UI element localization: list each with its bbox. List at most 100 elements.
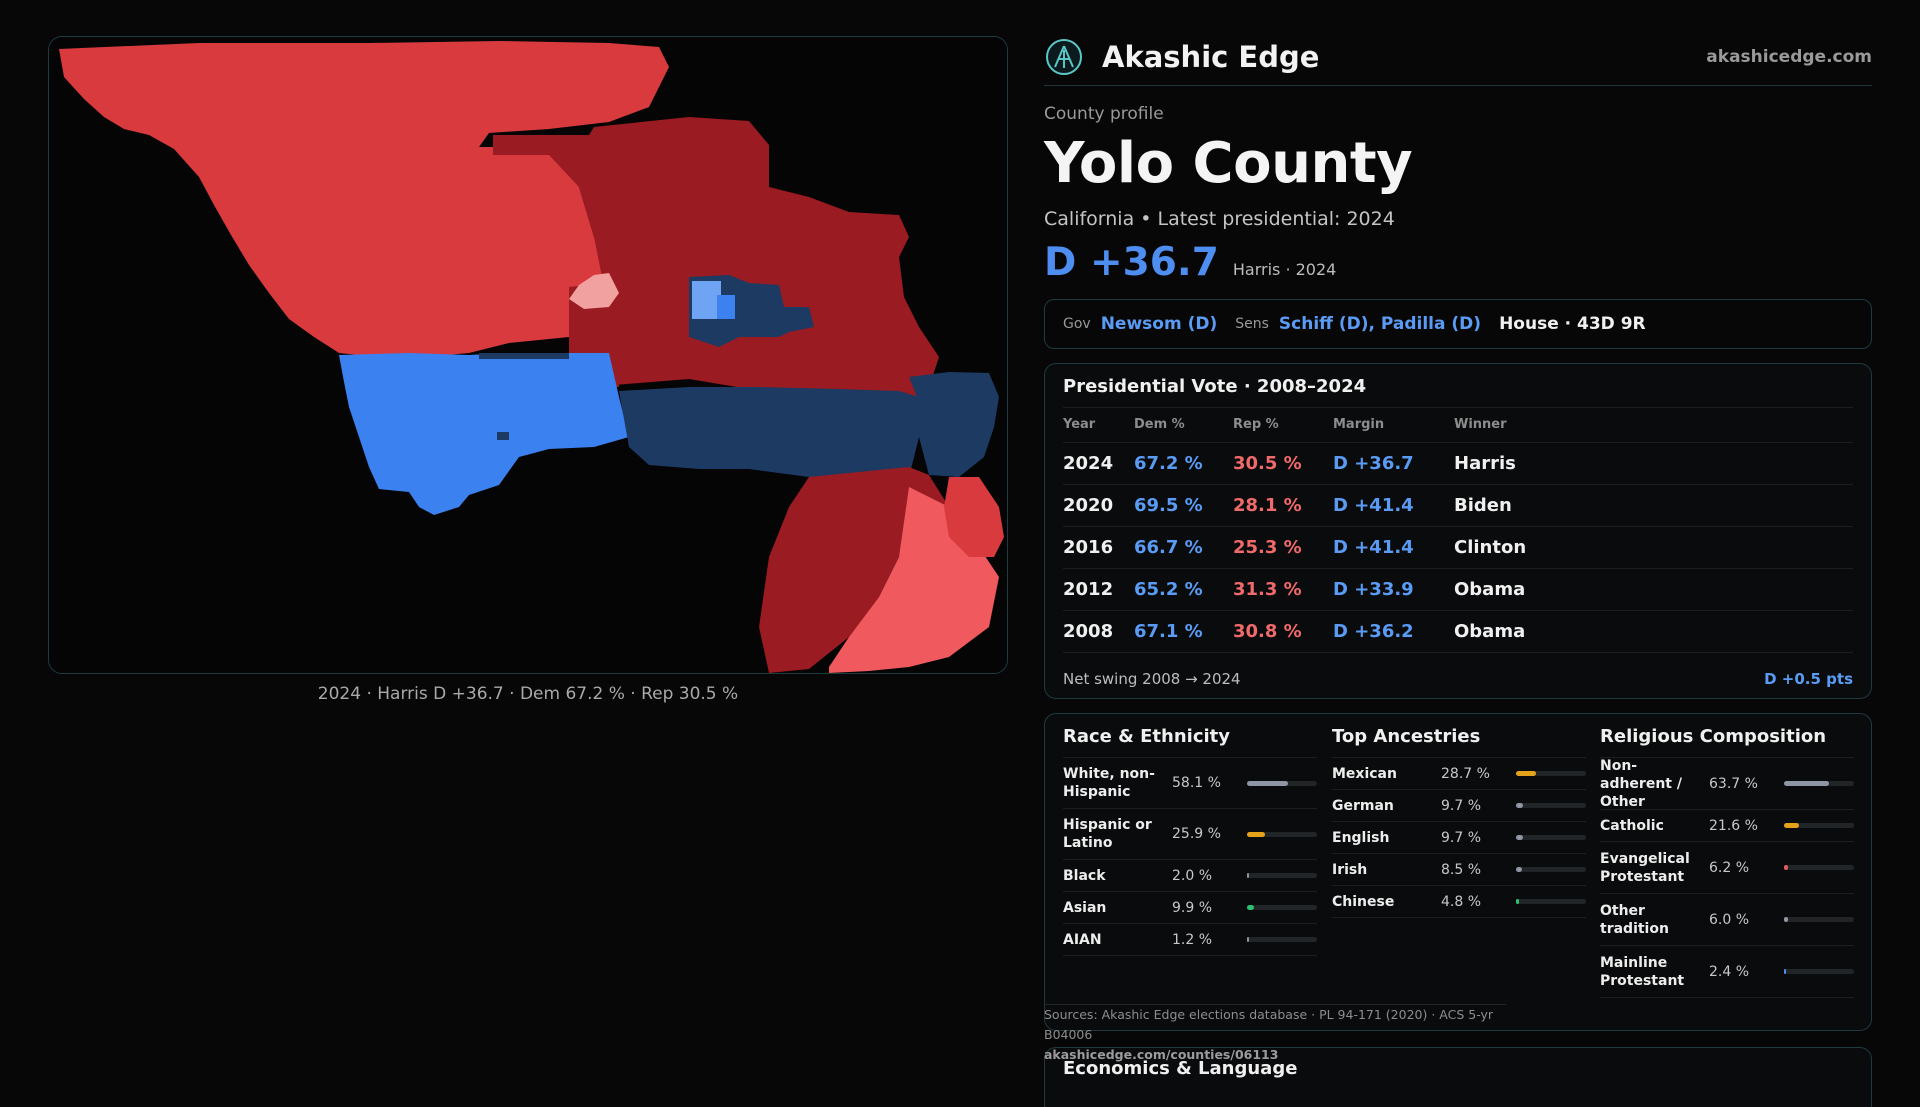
religion-bar-fill: [1784, 823, 1800, 828]
rep-cell: 30.8 %: [1233, 610, 1333, 653]
race-label: Asian: [1063, 899, 1107, 916]
brand-bar: Akashic Edge akashicedge.com: [1044, 28, 1872, 86]
race-label: White, non-Hispanic: [1063, 766, 1155, 800]
ancestry-section: Top Ancestries Mexican 28.7 % German 9.7 % E…: [1332, 726, 1586, 918]
winner-cell: Obama: [1454, 610, 1853, 653]
margin-cell: D +36.2: [1333, 610, 1454, 653]
precinct-river[interactable]: [479, 353, 569, 359]
ancestry-bar: [1516, 771, 1586, 776]
demographics-card: Race & Ethnicity White, non-Hispanic 58.1…: [1044, 713, 1872, 1062]
presidential-table: Year Dem % Rep % Margin Winner 2024 67.2…: [1063, 408, 1853, 653]
ancestry-title: Top Ancestries: [1332, 726, 1586, 758]
ancestry-bar: [1516, 835, 1586, 840]
religion-bar: [1784, 823, 1854, 828]
race-bar-fill: [1247, 873, 1249, 878]
county-panel: Akashic Edge akashicedge.com County prof…: [1044, 28, 1872, 1107]
religion-bar-fill: [1784, 969, 1786, 974]
ancestry-bar: [1516, 899, 1586, 904]
map-caption: 2024 · Harris D +36.7 · Dem 67.2 % · Rep…: [317, 684, 739, 704]
race-bar-fill: [1247, 780, 1288, 786]
headline-margin: D +36.7 Harris · 2024: [1044, 240, 1872, 285]
ancestry-bar-fill: [1516, 771, 1537, 776]
race-bar: [1247, 873, 1317, 878]
precinct-north-lean-d[interactable]: [692, 281, 721, 319]
religion-value: 2.4 %: [1709, 963, 1750, 980]
ancestry-row: English 9.7 %: [1332, 822, 1586, 854]
religion-bar: [1784, 969, 1854, 974]
page-subtitle: California • Latest presidential: 2024: [1044, 208, 1395, 230]
religion-value: 63.7 %: [1709, 775, 1758, 792]
sens-key: Sens: [1235, 316, 1269, 332]
precinct-west[interactable]: [59, 41, 669, 359]
winner-cell: Obama: [1454, 568, 1853, 611]
religion-label: Catholic: [1600, 817, 1664, 834]
brand-url[interactable]: akashicedge.com: [1706, 46, 1872, 67]
precinct-southwest[interactable]: [339, 353, 629, 515]
col-winner: Winner: [1454, 408, 1853, 443]
gov-key: Gov: [1063, 316, 1091, 332]
ancestry-row: Mexican 28.7 %: [1332, 758, 1586, 790]
ancestry-label: Mexican: [1332, 765, 1397, 782]
year-cell: 2016: [1063, 526, 1134, 569]
precinct-pink[interactable]: [569, 273, 619, 309]
table-header-row: Year Dem % Rep % Margin Winner: [1063, 408, 1853, 443]
rep-cell: 25.3 %: [1233, 526, 1333, 569]
margin-cell: D +41.4: [1333, 526, 1454, 569]
precinct-east-d[interactable]: [909, 372, 999, 477]
race-row: White, non-Hispanic 58.1 %: [1063, 758, 1317, 809]
precinct-north-central[interactable]: [493, 117, 939, 413]
precinct-south-r[interactable]: [759, 467, 949, 673]
sens-value[interactable]: Schiff (D), Padilla (D): [1278, 314, 1482, 334]
ancestry-row: Irish 8.5 %: [1332, 854, 1586, 886]
religion-row: Evangelical Protestant 6.2 %: [1600, 842, 1854, 894]
precinct-map-svg[interactable]: [49, 37, 1008, 674]
gov-value[interactable]: Newsom (D): [1100, 314, 1218, 334]
race-value: 58.1 %: [1172, 775, 1221, 791]
precinct-south-center[interactable]: [619, 387, 919, 477]
race-value: 25.9 %: [1172, 826, 1221, 842]
swing-value: D +0.5 pts: [1764, 669, 1853, 688]
precinct-center[interactable]: [569, 262, 909, 417]
religion-bar: [1784, 865, 1854, 870]
precinct-north-likely-d[interactable]: [717, 295, 735, 319]
ancestry-value: 8.5 %: [1441, 861, 1482, 878]
sources-url[interactable]: akashicedge.com/counties/06113: [1044, 1047, 1279, 1062]
page-kicker: County profile: [1044, 104, 1164, 124]
page-title: Yolo County: [1044, 131, 1413, 196]
dem-cell: 67.1 %: [1134, 610, 1233, 653]
race-value: 9.9 %: [1172, 899, 1213, 916]
precinct-east-r[interactable]: [944, 477, 1004, 557]
race-bar-fill: [1247, 831, 1266, 837]
race-label: AIAN: [1063, 931, 1102, 948]
ancestry-value: 4.8 %: [1441, 893, 1482, 910]
col-rep: Rep %: [1233, 408, 1333, 443]
religion-value: 21.6 %: [1709, 817, 1758, 834]
dem-cell: 69.5 %: [1134, 484, 1233, 527]
year-cell: 2024: [1063, 442, 1134, 485]
table-row: 2016 66.7 % 25.3 % D +41.4 Clinton: [1063, 526, 1853, 569]
margin-cell: D +33.9: [1333, 568, 1454, 611]
dem-cell: 67.2 %: [1134, 442, 1233, 485]
table-row: 2024 67.2 % 30.5 % D +36.7 Harris: [1063, 442, 1853, 485]
rep-cell: 31.3 %: [1233, 568, 1333, 611]
race-label: Black: [1063, 867, 1106, 884]
precinct-tiny-d[interactable]: [497, 432, 509, 440]
religion-label: Evangelical Protestant: [1600, 850, 1690, 885]
county-map[interactable]: [48, 36, 1008, 674]
religion-bar-fill: [1784, 865, 1789, 870]
race-bar: [1247, 905, 1317, 910]
brand-name[interactable]: Akashic Edge: [1102, 39, 1320, 74]
race-bar: [1247, 780, 1317, 786]
ancestry-label: Irish: [1332, 861, 1368, 878]
margin-value: D +36.7: [1044, 240, 1219, 285]
religion-bar-fill: [1784, 781, 1829, 786]
margin-cell: D +36.7: [1333, 442, 1454, 485]
religion-row: Mainline Protestant 2.4 %: [1600, 946, 1854, 998]
race-bar-fill: [1247, 905, 1254, 910]
religion-bar: [1784, 917, 1854, 922]
ancestry-value: 28.7 %: [1441, 765, 1490, 782]
religion-row: Catholic 21.6 %: [1600, 810, 1854, 842]
ancestry-label: Chinese: [1332, 893, 1395, 910]
race-row: AIAN 1.2 %: [1063, 924, 1317, 956]
religion-row: Non-adherent / Other 63.7 %: [1600, 758, 1854, 810]
